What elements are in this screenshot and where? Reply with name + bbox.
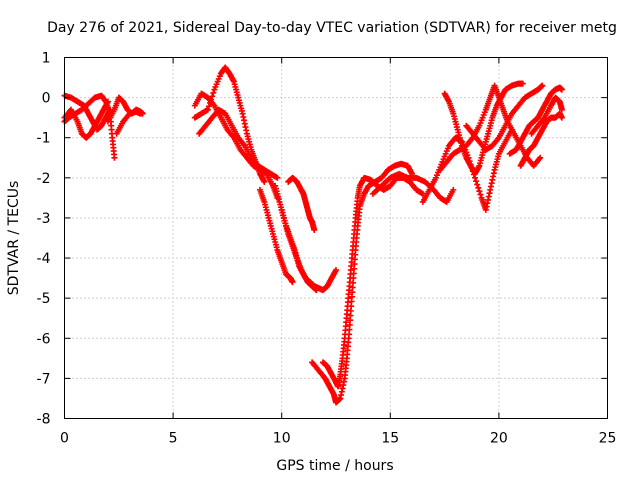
x-tick-label: 0 (60, 431, 69, 447)
plot-area (61, 64, 565, 406)
series-pass-m (309, 160, 416, 406)
data-point (537, 154, 544, 161)
data-point (558, 114, 565, 121)
y-tick-label: -5 (37, 291, 51, 307)
series-pass-u (517, 110, 565, 169)
y-tick-label: -3 (37, 211, 51, 227)
data-point (313, 287, 320, 294)
x-tick-label: 20 (490, 431, 508, 447)
series-pass-l (285, 174, 318, 233)
plot-frame (64, 57, 608, 419)
y-tick-label: -6 (37, 331, 51, 347)
data-point (274, 174, 281, 181)
data-point (137, 110, 144, 117)
series-pass-h (196, 106, 281, 181)
series-pass-r (441, 80, 526, 177)
y-tick-label: 1 (42, 51, 51, 67)
data-point (476, 188, 483, 195)
series-pass-e (113, 108, 144, 137)
data-point (289, 279, 296, 286)
y-tick-label: -1 (37, 131, 51, 147)
data-point (311, 226, 318, 233)
data-point (474, 181, 481, 188)
y-tick-label: -4 (37, 251, 51, 267)
data-point (261, 178, 268, 185)
data-point (209, 93, 216, 100)
y-tick-label: -2 (37, 171, 51, 187)
data-point (208, 96, 215, 103)
grid (64, 57, 608, 419)
data-point (558, 86, 565, 93)
series-pass-t (506, 84, 565, 157)
x-tick-label: 25 (599, 431, 617, 447)
series-pass-c (61, 92, 118, 161)
series-pass-n (319, 174, 426, 390)
y-tick-label: -8 (37, 412, 51, 428)
series-pass-s (463, 82, 546, 153)
x-axis-title: GPS time / hours (276, 458, 393, 474)
data-point (205, 103, 212, 110)
data-point (473, 178, 480, 185)
y-tick-label: -7 (37, 371, 51, 387)
series-pass-i (256, 186, 296, 286)
chart-title: Day 276 of 2021, Sidereal Day-to-day VTE… (47, 20, 617, 36)
data-point (475, 184, 482, 191)
data-point (450, 186, 457, 193)
x-tick-label: 15 (381, 431, 399, 447)
data-point (477, 191, 484, 198)
series-pass-v (528, 94, 565, 137)
data-point (558, 106, 565, 113)
data-point (204, 106, 211, 113)
data-point (207, 99, 214, 106)
data-point (519, 80, 526, 87)
x-tick-label: 10 (273, 431, 291, 447)
data-point (333, 267, 339, 274)
series-pass-k (278, 206, 320, 294)
data-point (111, 154, 118, 161)
data-point (210, 89, 217, 96)
y-tick-label: 0 (42, 91, 51, 107)
y-axis-title: SDTVAR / TECUs (6, 181, 22, 296)
series-pass-f (191, 90, 281, 201)
x-tick-label: 5 (169, 431, 178, 447)
data-point (539, 82, 546, 89)
